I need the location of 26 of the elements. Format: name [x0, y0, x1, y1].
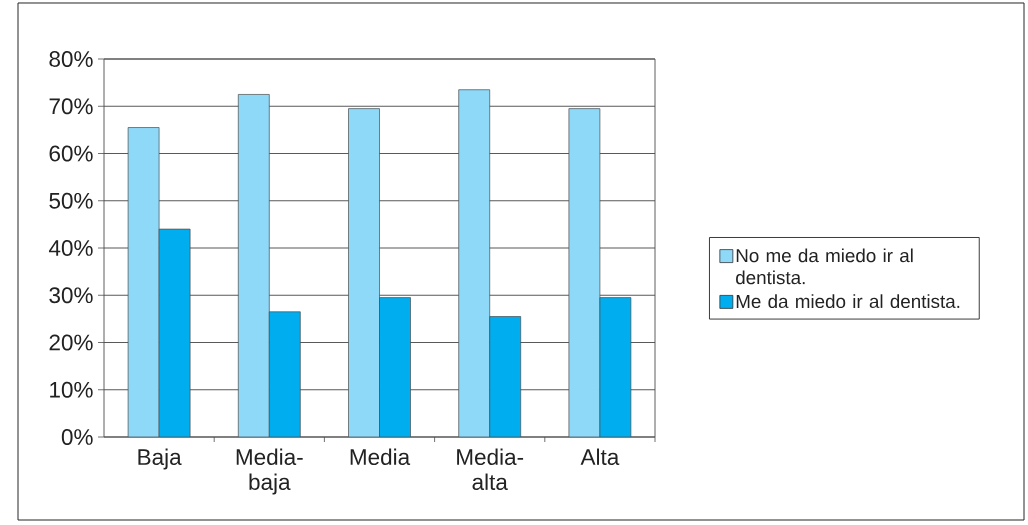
bar [489, 316, 522, 437]
bar [237, 94, 270, 437]
y-tick-label: 40% [48, 240, 93, 256]
bar [599, 297, 632, 437]
x-tick-label: Alta [580, 448, 620, 466]
x-tick-label: Baja [138, 448, 182, 470]
y-tick-label: 10% [50, 381, 93, 398]
bar [127, 127, 160, 437]
y-tick-label: 80% [49, 51, 93, 67]
y-tick-label: 60% [49, 145, 93, 162]
legend-label: Me da miedo ir al dentista. [736, 294, 960, 309]
x-tick-label: Media [350, 448, 411, 466]
bar [158, 228, 191, 437]
y-tick-label: 70% [49, 98, 93, 115]
y-tick-label: 50% [49, 192, 93, 209]
bar [268, 311, 301, 437]
x-tick-label: Media-baja [236, 448, 303, 495]
x-tick-label: Media-alta [457, 448, 524, 491]
legend-label: No me da miedo ir al dentista. [736, 248, 913, 285]
bar [568, 108, 601, 437]
y-tick-label: 30% [49, 287, 93, 304]
bar [348, 108, 380, 437]
y-tick-label: 20% [49, 334, 93, 351]
bar [379, 297, 411, 437]
bar [458, 89, 491, 437]
y-tick-label: 0% [61, 429, 93, 445]
